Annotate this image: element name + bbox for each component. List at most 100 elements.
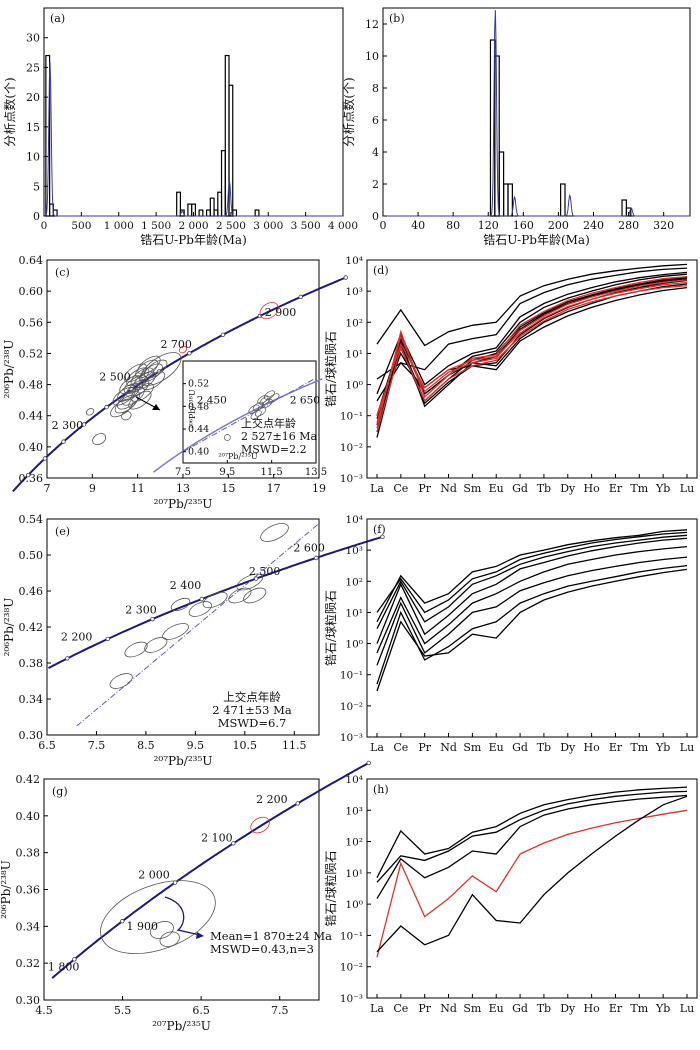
x-tick-label: Tb	[537, 482, 551, 495]
x-tick-label: 4 000	[328, 220, 358, 232]
x-tick-label: 11.5	[282, 739, 307, 752]
error-ellipse	[243, 587, 267, 604]
x-tick-label: Yb	[655, 482, 670, 495]
y-tick-label: 0.48	[19, 379, 44, 392]
x-tick-label: Ce	[393, 482, 408, 495]
inset-plot: 2 450 2 650 0.40 0.44 0.48 0.52 ²⁰⁷Pb/²³⁵U ²⁰⁶P…	[153, 360, 323, 473]
annotation-line: 2 471±53 Ma	[212, 703, 292, 717]
error-ellipse	[92, 433, 107, 446]
x-axis-title: ²⁰⁷Pb/²³⁵U	[154, 497, 213, 511]
y-tick-label: 0	[372, 210, 379, 223]
y-axis-title: ²⁰⁶Pb/²³⁸U	[0, 860, 13, 919]
x-tick-label: Pr	[418, 741, 431, 754]
x-tick-label: Ho	[584, 1002, 601, 1015]
error-ellipse	[202, 591, 228, 609]
concordia-age-marker	[81, 422, 87, 427]
ree-pattern-line	[376, 271, 688, 395]
inset-y-axis-title: ²⁰⁶Pb/²³⁸U	[188, 389, 197, 428]
ree-pattern-line	[376, 790, 688, 883]
error-ellipse	[159, 931, 180, 948]
y-tick-label: 10⁻¹	[340, 670, 363, 682]
x-tick-label: 11	[131, 482, 145, 495]
x-tick-label: 280	[618, 219, 639, 232]
x-tick-label: Pr	[418, 482, 431, 495]
ree-panel: La Ce Pr Nd Sm Eu Gd Tb Dy Ho Er Tm Yb Lu 10⁴ 10³ 10² 10¹…	[323, 514, 698, 754]
y-axis-title: ²⁰⁶Pb/²³⁸U	[2, 598, 16, 657]
x-tick-label: 15	[221, 482, 235, 495]
ree-pattern-line	[376, 564, 688, 685]
x-tick-label: 80	[446, 219, 460, 232]
y-tick-label: 0.42	[16, 773, 41, 786]
x-tick-label: Eu	[489, 741, 504, 754]
y-axis-title: 分析点数(个)	[2, 77, 17, 146]
x-tick-label: Sm	[463, 1002, 482, 1015]
histogram-bar	[179, 209, 185, 217]
error-ellipse	[85, 408, 95, 416]
concordia-age-marker	[104, 404, 109, 410]
inset-x-tick-label: 9.5	[219, 467, 235, 478]
inset-error-ellipse	[255, 407, 267, 417]
y-tick-label: 0.42	[19, 621, 44, 634]
y-tick-label: 10²	[345, 317, 363, 329]
concordia-age-label: 1 900	[126, 920, 158, 933]
x-tick-label: Yb	[655, 1002, 670, 1015]
error-ellipse	[126, 367, 150, 387]
histogram-panel: 0 500 1 000 1 500 2 000 2 500 3 000 3 500 4 000 0…	[2, 7, 358, 247]
x-tick-label: 4.5	[35, 1004, 53, 1017]
x-tick-label: Pr	[418, 1002, 431, 1015]
concordia-age-label: 2 200	[256, 793, 288, 806]
y-tick-label: 15	[26, 121, 40, 134]
panel-label: (g)	[52, 785, 68, 798]
y-tick-label: 0.38	[16, 847, 41, 860]
y-tick-label: 10¹	[345, 607, 363, 619]
x-tick-label: Yb	[655, 741, 670, 754]
ree-pattern-line	[376, 545, 688, 654]
x-tick-label: 200	[548, 219, 569, 232]
x-tick-label: Sm	[463, 741, 482, 754]
concordia-age-marker	[298, 294, 303, 300]
ree-pattern-line	[376, 281, 688, 416]
error-ellipse	[188, 601, 212, 617]
concordia-age-marker	[253, 576, 259, 581]
inset-x-tick-label: 11.5	[261, 467, 283, 478]
x-tick-label: Dy	[560, 1002, 576, 1015]
concordia-age-label: 2 600	[293, 541, 325, 554]
ree-pattern-line	[376, 568, 688, 692]
y-tick-label: 0.34	[16, 920, 41, 933]
inset-annotation-line: MSWD=2.2	[241, 443, 307, 456]
concordia-age-label: 2 300	[52, 419, 84, 432]
x-tick-label: Nd	[440, 482, 457, 495]
inset-error-ellipse	[268, 393, 280, 403]
error-ellipse	[100, 880, 216, 954]
y-tick-label: 0.30	[19, 729, 44, 742]
y-tick-label: 2	[372, 178, 379, 191]
x-tick-label: Lu	[680, 741, 694, 754]
kde-curve	[44, 61, 343, 217]
ree-pattern-line	[376, 276, 688, 429]
x-tick-label: Tb	[537, 741, 551, 754]
x-tick-label: Ho	[584, 741, 601, 754]
y-tick-label: 10⁻³	[340, 993, 363, 1005]
panel-label: (h)	[373, 783, 389, 796]
annotation-line: 上交点年龄	[223, 690, 281, 704]
x-tick-label: 160	[513, 219, 534, 232]
y-tick-label: 10⁴	[345, 514, 363, 526]
y-tick-label: 10⁻³	[340, 473, 363, 485]
x-tick-label: 10.5	[233, 739, 258, 752]
histogram-bar	[621, 199, 628, 217]
x-tick-label: 13	[176, 482, 190, 495]
x-tick-label: Gd	[512, 741, 528, 754]
error-ellipse	[250, 816, 270, 834]
y-tick-label: 0.34	[19, 693, 44, 706]
plot-frame	[366, 518, 698, 738]
concordia-age-label: 2 300	[125, 604, 157, 617]
y-tick-label: 10⁴	[345, 255, 363, 267]
error-ellipse	[117, 390, 141, 410]
histogram-bar	[560, 183, 566, 217]
ree-pattern-line	[376, 267, 688, 380]
x-tick-label: Ho	[584, 482, 601, 495]
error-ellipse	[178, 345, 188, 354]
inset-y-tick-label: 0.52	[188, 379, 209, 390]
x-tick-label: 9	[89, 482, 96, 495]
error-ellipse	[112, 386, 136, 406]
